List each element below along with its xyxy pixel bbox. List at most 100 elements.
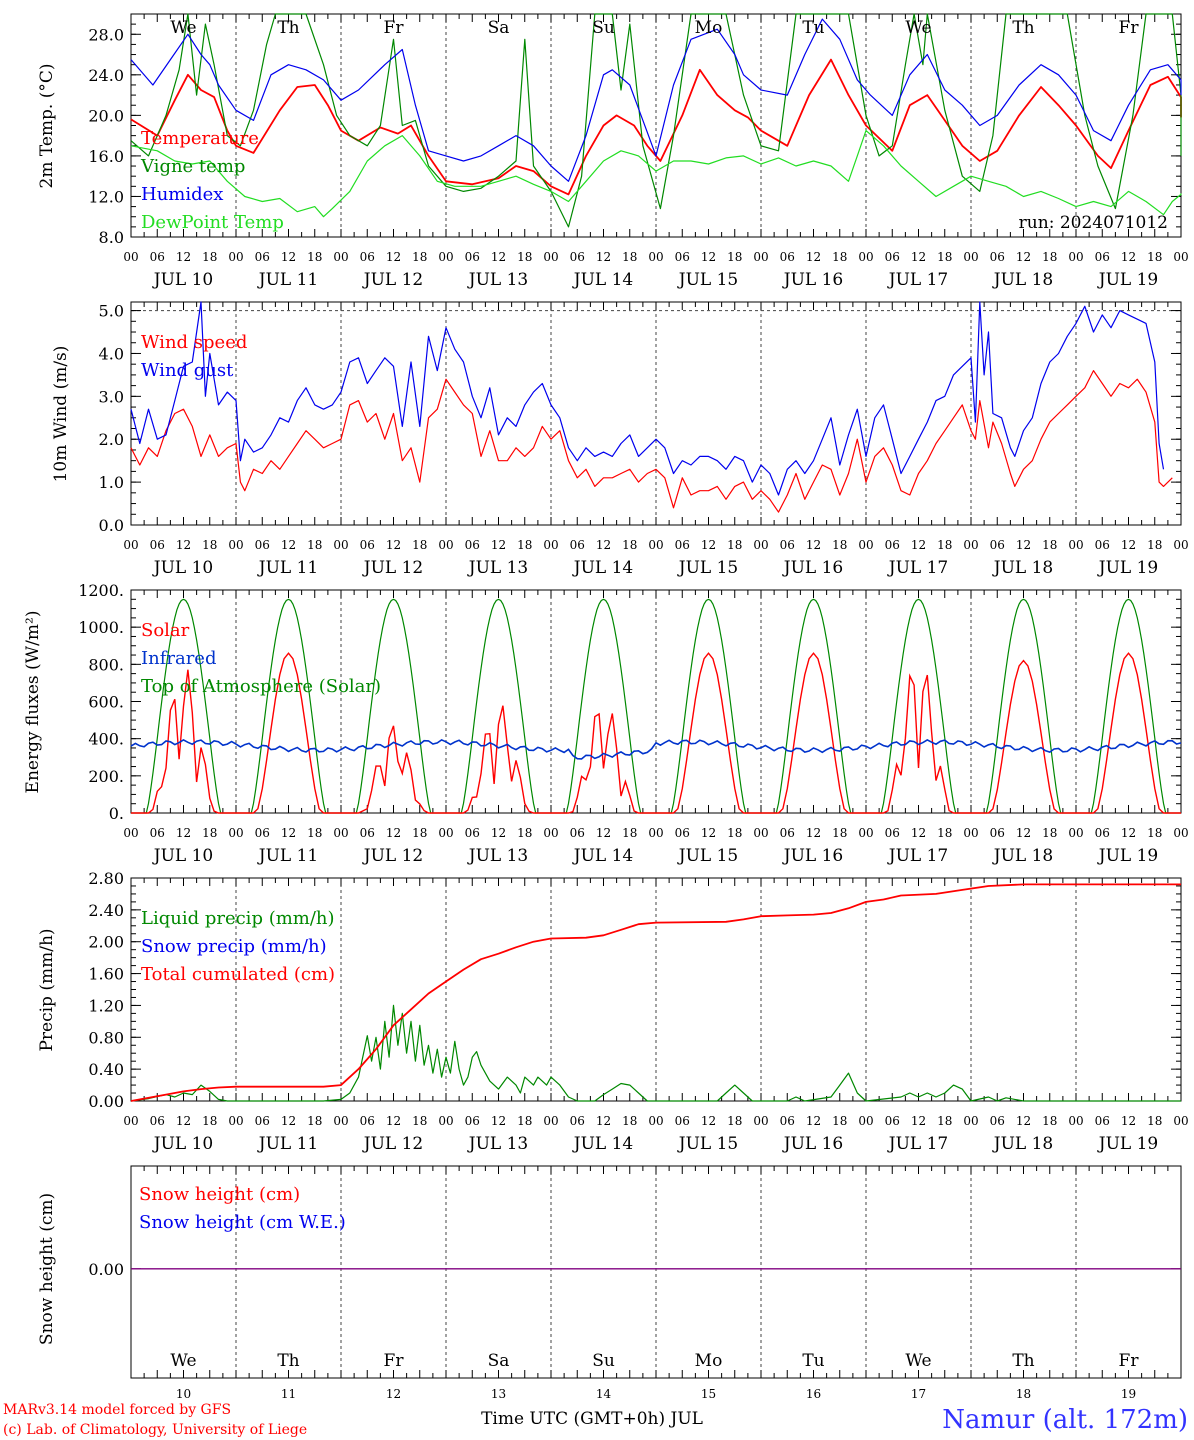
y-tick-label: 0.00 <box>88 1092 124 1111</box>
weekday-label: Fr <box>1119 18 1140 38</box>
wind-panel: 0.0 1.0 2.0 3.0 4.0 5.0 00 06 12 18 00 06 12 18 00 06 1… <box>51 301 1189 578</box>
hour-label: 12 <box>176 538 191 552</box>
hour-label: 00 <box>438 538 453 552</box>
weekday-label: Tu <box>802 18 824 38</box>
hour-label: 12 <box>1016 1114 1031 1128</box>
hour-label: 00 <box>123 826 138 840</box>
hour-label: 12 <box>911 250 926 264</box>
weekday-labels: We Th Fr Sa Su Mo Tu We Th Fr <box>170 1351 1139 1371</box>
hour-label: 18 <box>517 826 532 840</box>
day-number-label: 17 <box>911 1387 926 1401</box>
run-label: run: 2024071012 <box>1019 213 1168 233</box>
date-label: JUL 16 <box>782 270 843 290</box>
hour-label: 00 <box>753 538 768 552</box>
hour-label: 00 <box>1068 1114 1083 1128</box>
hour-label: 06 <box>150 538 165 552</box>
hour-label: 12 <box>281 1114 296 1128</box>
hour-label: 06 <box>780 538 795 552</box>
day-number-label: 11 <box>281 1387 296 1401</box>
date-label: JUL 16 <box>782 1134 843 1154</box>
hour-label: 06 <box>150 1114 165 1128</box>
date-label: JUL 17 <box>887 270 948 290</box>
x-axis-label: Time UTC (GMT+0h) JUL <box>481 1409 703 1429</box>
panel-frame <box>130 301 1182 526</box>
hour-label: 12 <box>911 826 926 840</box>
hour-label: 00 <box>333 538 348 552</box>
hour-label: 06 <box>360 250 375 264</box>
hour-label: 12 <box>701 538 716 552</box>
hour-labels: 00 06 12 18 00 06 12 18 00 06 12 18 00 06 12 18 00 06 12 18… <box>123 826 1188 840</box>
date-label: JUL 19 <box>1097 1134 1158 1154</box>
y-tick-label: 3.0 <box>99 387 124 406</box>
hour-label: 18 <box>727 826 742 840</box>
day-number-label: 16 <box>806 1387 821 1401</box>
hour-label: 00 <box>1173 250 1188 264</box>
hour-label: 00 <box>438 826 453 840</box>
series-line-1 <box>130 13 1182 228</box>
y-tick-labels: 0. 200. 400. 600. 800. 1000. 1200. <box>78 581 124 823</box>
hour-label: 12 <box>1016 538 1031 552</box>
date-label: JUL 11 <box>257 1134 318 1154</box>
date-label: JUL 19 <box>1097 846 1158 866</box>
hour-label: 00 <box>648 250 663 264</box>
day-number-label: 18 <box>1016 1387 1031 1401</box>
hour-label: 00 <box>753 250 768 264</box>
hour-label: 06 <box>255 538 270 552</box>
legend-humidex: Humidex <box>141 184 223 205</box>
hour-label: 18 <box>622 250 637 264</box>
hour-label: 18 <box>202 826 217 840</box>
date-label: JUL 11 <box>257 846 318 866</box>
hour-label: 06 <box>990 250 1005 264</box>
weekday-label: Su <box>592 18 615 38</box>
series-line-solar <box>131 652 1181 814</box>
hour-label: 06 <box>990 538 1005 552</box>
hour-label: 00 <box>543 826 558 840</box>
date-labels: JUL 10 JUL 11 JUL 12 JUL 13 JUL 14 JUL 15 JUL … <box>152 846 1158 866</box>
ticks <box>130 589 1182 814</box>
hour-label: 18 <box>832 250 847 264</box>
hour-label: 18 <box>1042 250 1057 264</box>
series-line-2 <box>130 883 1181 1102</box>
hour-label: 06 <box>570 250 585 264</box>
hour-label: 12 <box>806 538 821 552</box>
weekday-label: We <box>905 18 931 38</box>
hour-label: 06 <box>570 826 585 840</box>
grid <box>235 878 1077 1101</box>
hour-label: 12 <box>386 538 401 552</box>
hour-label: 06 <box>150 826 165 840</box>
grid <box>235 590 1077 813</box>
weekday-label: We <box>170 18 196 38</box>
date-label: JUL 14 <box>572 1134 633 1154</box>
panel-frame <box>130 13 1182 238</box>
series-lines <box>130 13 1182 228</box>
series-line-2 <box>130 18 1182 182</box>
weekday-label: Th <box>277 1351 299 1371</box>
hour-label: 00 <box>438 1114 453 1128</box>
hour-label: 12 <box>386 1114 401 1128</box>
y-tick-label: 1.60 <box>88 965 124 984</box>
hour-label: 00 <box>123 250 138 264</box>
weekday-label: Mo <box>695 18 723 38</box>
hour-label: 18 <box>517 250 532 264</box>
series-line-3 <box>130 130 1182 218</box>
weekday-label: Fr <box>1119 1351 1140 1371</box>
weekday-label: We <box>905 1351 931 1371</box>
hour-label: 18 <box>937 250 952 264</box>
hour-label: 00 <box>858 538 873 552</box>
hour-label: 18 <box>727 538 742 552</box>
hour-label: 00 <box>543 1114 558 1128</box>
day-number-labels: 10 11 12 13 14 15 16 17 18 19 <box>176 1387 1136 1401</box>
date-label: JUL 12 <box>362 1134 423 1154</box>
hour-label: 12 <box>386 826 401 840</box>
y-tick-label: 5.0 <box>99 302 124 321</box>
weekday-label: Sa <box>488 18 510 38</box>
series-line-1 <box>130 301 1165 496</box>
date-label: JUL 10 <box>152 558 213 578</box>
hour-label: 18 <box>202 538 217 552</box>
hour-label: 12 <box>806 250 821 264</box>
y-tick-label: 24.0 <box>88 66 124 85</box>
date-label: JUL 15 <box>677 1134 738 1154</box>
y-axis-label: Snow height (cm) <box>37 1193 57 1345</box>
hour-label: 18 <box>1147 250 1162 264</box>
y-tick-label: 0.40 <box>88 1060 124 1079</box>
